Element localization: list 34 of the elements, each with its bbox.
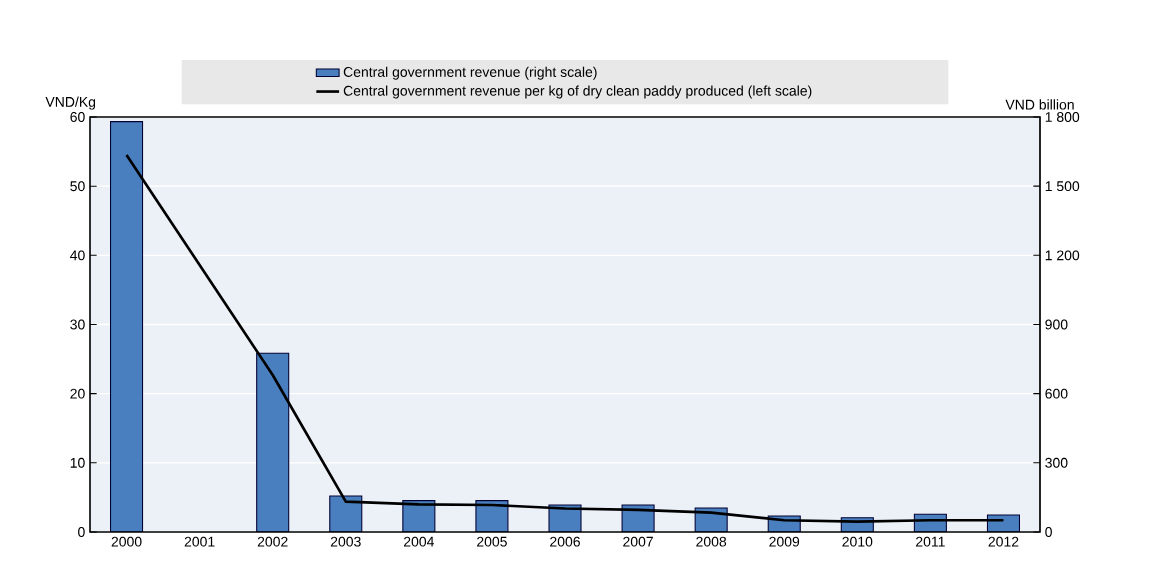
y2-tick-label: 1 200: [1045, 250, 1080, 261]
bar: [256, 352, 290, 532]
y-axis-title: VND/Kg: [45, 96, 96, 110]
y-tick-label: 10: [70, 457, 85, 468]
y-tick-label: 20: [70, 388, 85, 399]
x-tick-label: 2012: [988, 536, 1019, 547]
y-tick-label: 60: [70, 112, 85, 122]
y2-tick-label: 1 500: [1045, 181, 1080, 192]
y-tick-label: 30: [70, 319, 85, 330]
y-tick-label: 0: [78, 527, 85, 537]
x-tick-label: 2005: [477, 536, 507, 547]
x-tick-label: 2007: [623, 536, 653, 547]
y2-tick-label: 0: [1045, 527, 1052, 537]
y2-axis-title: VND billion: [1005, 99, 1074, 110]
x-tick-label: 2009: [769, 536, 800, 547]
x-tick-label: 2004: [403, 536, 434, 547]
y2-tick-label: 1 800: [1045, 112, 1080, 122]
y-tick-label: 40: [70, 250, 85, 261]
x-tick-label: 2006: [550, 536, 580, 547]
x-tick-label: 2010: [842, 536, 873, 547]
y2-tick-label: 300: [1045, 457, 1068, 468]
line-series: [125, 153, 1005, 523]
y-tick-label: 50: [70, 181, 85, 192]
x-tick-label: 2002: [257, 536, 288, 547]
x-tick-label: 2011: [916, 536, 945, 547]
bar: [110, 121, 144, 532]
y2-tick-label: 900: [1045, 319, 1068, 330]
legend-label: Central government revenue (right scale): [343, 66, 597, 80]
y2-tick-label: 600: [1045, 388, 1068, 399]
x-tick-label: 2000: [111, 536, 142, 547]
x-tick-label: 2001: [184, 536, 215, 547]
legend-label: Central government revenue per kg of dry clean paddy produced (left scale): [343, 85, 812, 99]
x-tick-label: 2003: [330, 536, 361, 547]
x-tick-label: 2008: [696, 536, 727, 547]
